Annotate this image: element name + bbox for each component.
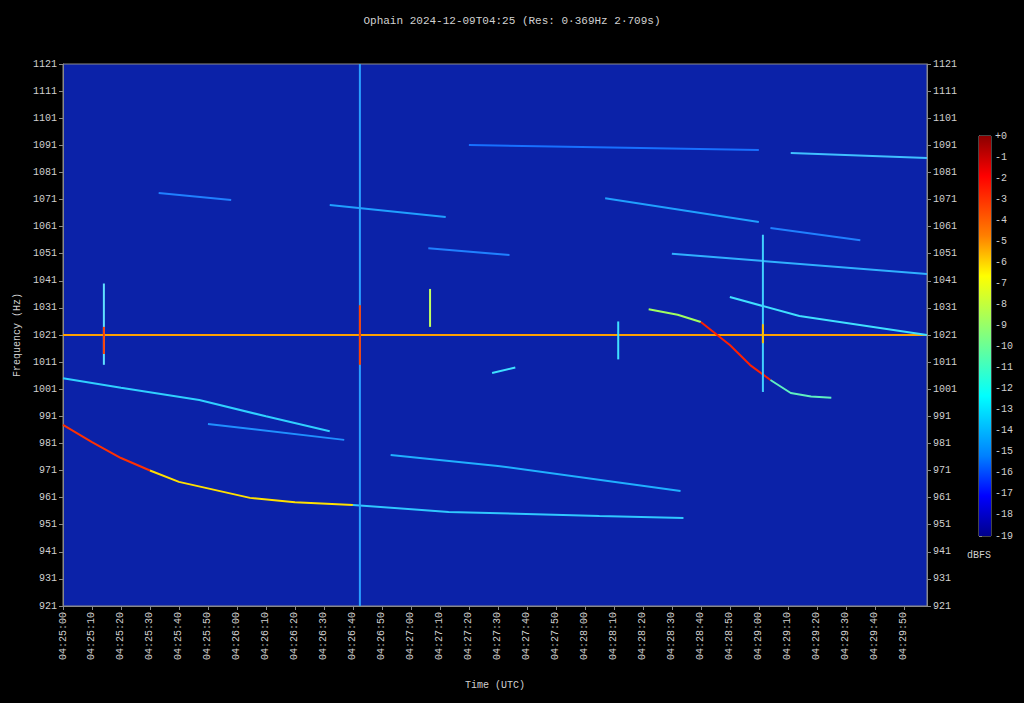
svg-text:981: 981 xyxy=(39,438,57,449)
svg-text:1101: 1101 xyxy=(33,113,57,124)
svg-text:931: 931 xyxy=(933,573,951,584)
svg-text:04:28:20: 04:28:20 xyxy=(637,612,648,660)
svg-text:04:26:50: 04:26:50 xyxy=(376,612,387,660)
svg-text:1091: 1091 xyxy=(933,140,957,151)
svg-text:971: 971 xyxy=(39,465,57,476)
svg-text:1031: 1031 xyxy=(933,302,957,313)
svg-text:-12: -12 xyxy=(995,383,1013,394)
svg-text:-7: -7 xyxy=(995,278,1007,289)
svg-text:981: 981 xyxy=(933,438,951,449)
svg-text:1011: 1011 xyxy=(33,357,57,368)
svg-text:04:28:40: 04:28:40 xyxy=(695,612,706,660)
svg-text:1111: 1111 xyxy=(33,86,57,97)
svg-text:04:28:10: 04:28:10 xyxy=(608,612,619,660)
svg-text:-8: -8 xyxy=(995,299,1007,310)
svg-text:1081: 1081 xyxy=(33,167,57,178)
svg-text:04:27:50: 04:27:50 xyxy=(550,612,561,660)
svg-text:Frequency (Hz): Frequency (Hz) xyxy=(12,293,23,377)
svg-text:04:25:20: 04:25:20 xyxy=(115,612,126,660)
svg-text:-10: -10 xyxy=(995,341,1013,352)
svg-text:1061: 1061 xyxy=(33,221,57,232)
svg-text:04:29:10: 04:29:10 xyxy=(782,612,793,660)
svg-text:1001: 1001 xyxy=(933,384,957,395)
svg-text:-16: -16 xyxy=(995,467,1013,478)
svg-text:961: 961 xyxy=(933,492,951,503)
svg-text:dBFS: dBFS xyxy=(967,550,991,561)
svg-text:04:25:30: 04:25:30 xyxy=(144,612,155,660)
svg-text:961: 961 xyxy=(39,492,57,503)
svg-text:Ophain 2024-12-09T04:25 (Res:: Ophain 2024-12-09T04:25 (Res: 0·369Hz 2·… xyxy=(363,15,660,27)
svg-text:04:27:40: 04:27:40 xyxy=(521,612,532,660)
svg-text:1001: 1001 xyxy=(33,384,57,395)
svg-text:931: 931 xyxy=(39,573,57,584)
svg-text:971: 971 xyxy=(933,465,951,476)
svg-text:-2: -2 xyxy=(995,173,1007,184)
svg-text:04:26:10: 04:26:10 xyxy=(260,612,271,660)
svg-text:Time (UTC): Time (UTC) xyxy=(465,680,525,691)
svg-text:-4: -4 xyxy=(995,215,1007,226)
svg-text:04:26:40: 04:26:40 xyxy=(347,612,358,660)
svg-text:1051: 1051 xyxy=(33,248,57,259)
svg-text:04:25:10: 04:25:10 xyxy=(86,612,97,660)
svg-text:04:29:30: 04:29:30 xyxy=(840,612,851,660)
svg-text:-1: -1 xyxy=(995,152,1007,163)
svg-text:991: 991 xyxy=(933,411,951,422)
svg-text:-17: -17 xyxy=(995,488,1013,499)
svg-text:941: 941 xyxy=(933,546,951,557)
svg-text:-9: -9 xyxy=(995,320,1007,331)
svg-text:04:26:20: 04:26:20 xyxy=(289,612,300,660)
svg-text:1081: 1081 xyxy=(933,167,957,178)
svg-text:951: 951 xyxy=(39,519,57,530)
svg-text:1051: 1051 xyxy=(933,248,957,259)
svg-text:-6: -6 xyxy=(995,257,1007,268)
svg-text:1071: 1071 xyxy=(33,194,57,205)
svg-text:1111: 1111 xyxy=(933,86,957,97)
svg-text:941: 941 xyxy=(39,546,57,557)
svg-text:04:28:30: 04:28:30 xyxy=(666,612,677,660)
svg-text:1091: 1091 xyxy=(33,140,57,151)
svg-text:04:26:00: 04:26:00 xyxy=(231,612,242,660)
svg-text:991: 991 xyxy=(39,411,57,422)
svg-text:-3: -3 xyxy=(995,194,1007,205)
svg-text:-5: -5 xyxy=(995,236,1007,247)
svg-text:-15: -15 xyxy=(995,446,1013,457)
svg-text:1041: 1041 xyxy=(933,275,957,286)
svg-text:+0: +0 xyxy=(995,131,1007,142)
svg-text:1011: 1011 xyxy=(933,357,957,368)
svg-text:921: 921 xyxy=(39,601,57,612)
svg-text:-11: -11 xyxy=(995,362,1013,373)
svg-text:04:27:20: 04:27:20 xyxy=(463,612,474,660)
svg-text:921: 921 xyxy=(933,601,951,612)
svg-text:04:25:40: 04:25:40 xyxy=(173,612,184,660)
svg-text:04:27:10: 04:27:10 xyxy=(434,612,445,660)
svg-text:04:25:50: 04:25:50 xyxy=(202,612,213,660)
svg-text:04:25:00: 04:25:00 xyxy=(58,612,69,660)
svg-text:04:29:20: 04:29:20 xyxy=(811,612,822,660)
svg-text:1041: 1041 xyxy=(33,275,57,286)
svg-text:04:28:50: 04:28:50 xyxy=(724,612,735,660)
svg-text:04:29:40: 04:29:40 xyxy=(869,612,880,660)
svg-text:-13: -13 xyxy=(995,404,1013,415)
svg-text:04:27:00: 04:27:00 xyxy=(405,612,416,660)
svg-text:1021: 1021 xyxy=(33,330,57,341)
svg-text:1061: 1061 xyxy=(933,221,957,232)
svg-text:1121: 1121 xyxy=(933,59,957,70)
svg-text:1071: 1071 xyxy=(933,194,957,205)
svg-text:1021: 1021 xyxy=(933,330,957,341)
svg-text:-19: -19 xyxy=(995,531,1013,542)
svg-text:04:27:30: 04:27:30 xyxy=(492,612,503,660)
svg-text:04:26:30: 04:26:30 xyxy=(318,612,329,660)
svg-text:-18: -18 xyxy=(995,509,1013,520)
svg-text:04:29:00: 04:29:00 xyxy=(753,612,764,660)
svg-text:04:29:50: 04:29:50 xyxy=(898,612,909,660)
svg-text:1101: 1101 xyxy=(933,113,957,124)
svg-text:04:28:00: 04:28:00 xyxy=(579,612,590,660)
svg-text:951: 951 xyxy=(933,519,951,530)
svg-text:1121: 1121 xyxy=(33,59,57,70)
svg-text:1031: 1031 xyxy=(33,302,57,313)
svg-text:-14: -14 xyxy=(995,425,1013,436)
